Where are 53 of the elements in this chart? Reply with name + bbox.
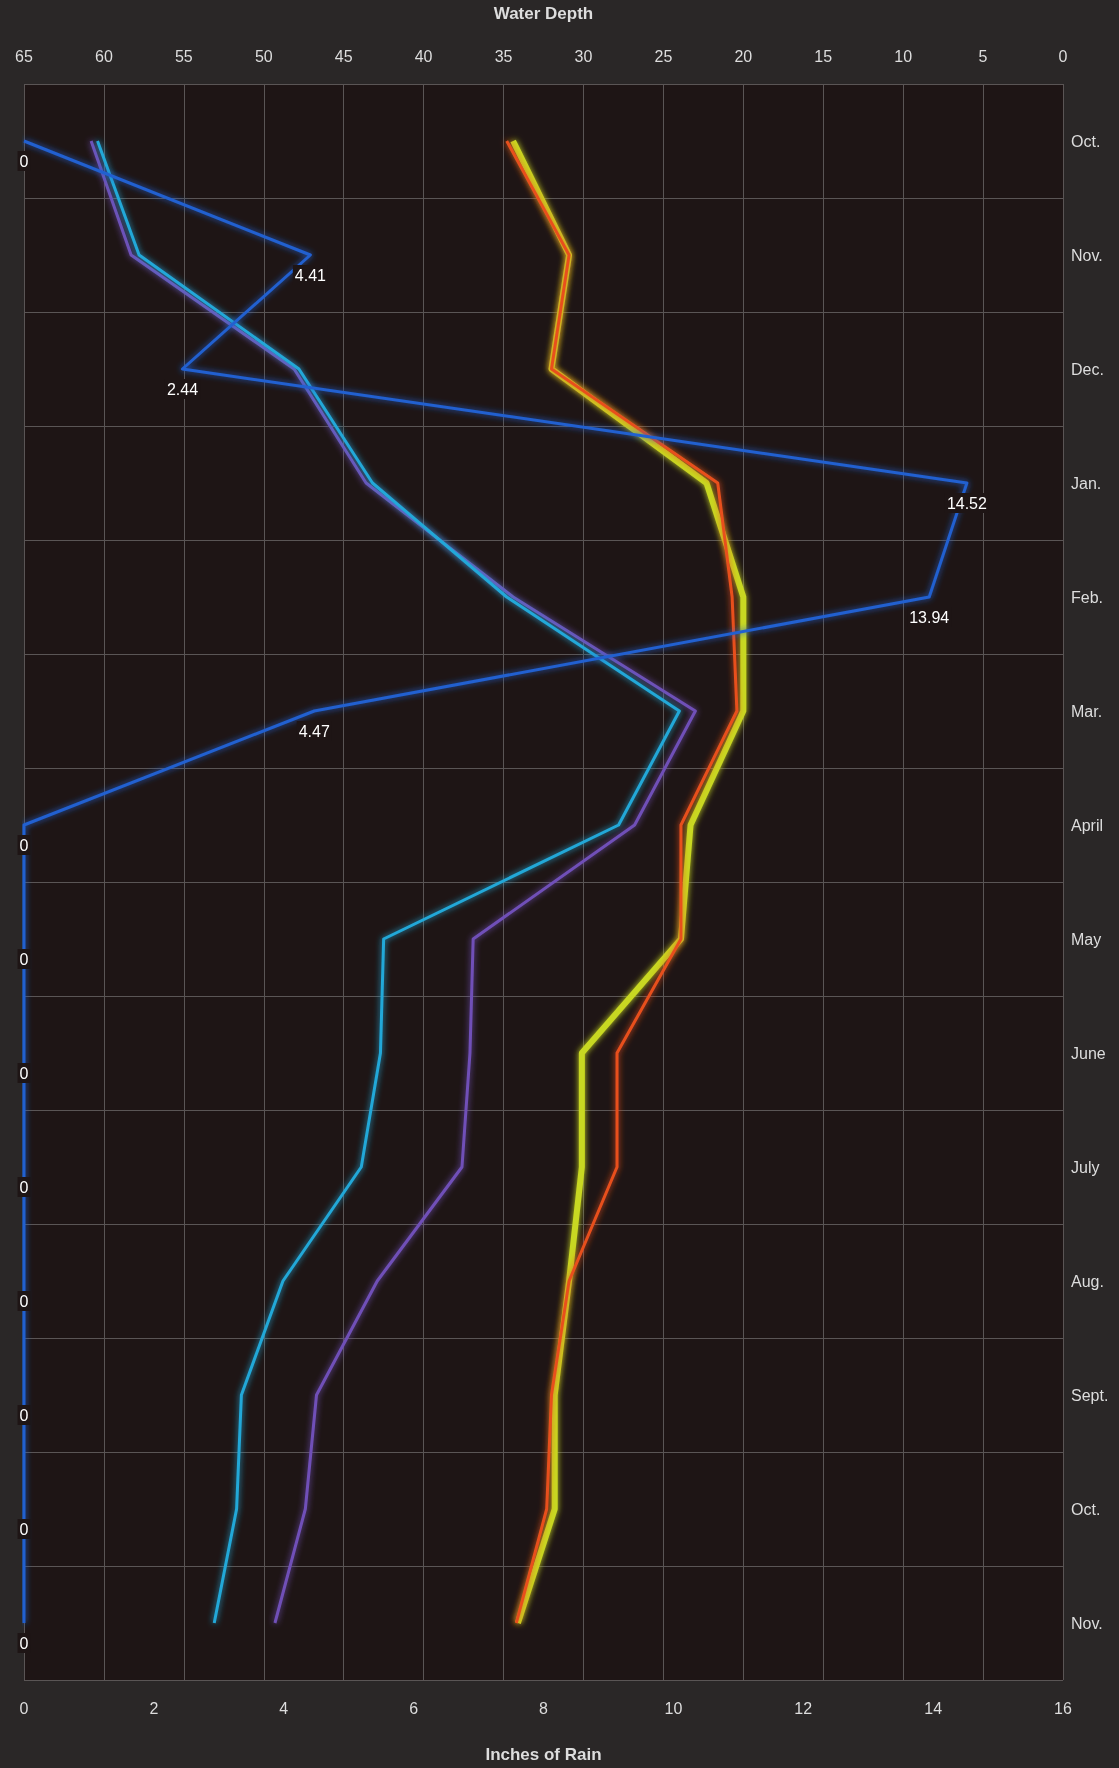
y-tick-label: April [1071, 816, 1104, 834]
data-label: 0 [19, 950, 29, 968]
x2-axis-title: Water Depth [493, 4, 594, 23]
x-axis-title: Inches of Rain [485, 1745, 602, 1764]
x2-tick-label: 5 [978, 47, 988, 65]
y-tick-label: Jan. [1071, 474, 1102, 492]
x2-tick-label: 45 [334, 47, 353, 65]
y-tick-label: June [1071, 1044, 1106, 1062]
x2-tick-label: 0 [1058, 47, 1068, 65]
x2-tick-label: 60 [95, 47, 113, 65]
x2-tick-label: 50 [254, 47, 273, 65]
data-label: 0 [19, 152, 29, 170]
x2-tick-label: 35 [494, 47, 513, 65]
x2-tick-label: 40 [414, 47, 433, 65]
data-label: 4.47 [298, 722, 330, 740]
data-label: 13.94 [909, 608, 950, 626]
x2-tick-label: 15 [814, 47, 833, 65]
y-tick-label: Oct. [1071, 1500, 1101, 1518]
data-label: 0 [19, 1064, 29, 1082]
data-label: 0 [19, 1634, 29, 1652]
data-label: 0 [19, 1406, 29, 1424]
x-tick-label: 0 [19, 1699, 29, 1717]
y-tick-label: July [1071, 1158, 1100, 1176]
x-tick-label: 8 [539, 1699, 549, 1717]
x2-tick-label: 10 [894, 47, 913, 65]
data-label: 0 [19, 1292, 29, 1310]
data-label: 4.41 [294, 266, 327, 284]
y-tick-label: Oct. [1071, 132, 1101, 150]
x2-tick-label: 30 [574, 47, 593, 65]
y-tick-label: Nov. [1071, 1614, 1103, 1632]
y-tick-label: Aug. [1071, 1272, 1104, 1290]
data-label: 0 [19, 836, 29, 854]
y-tick-label: May [1071, 930, 1102, 948]
y-tick-label: Sept. [1071, 1386, 1109, 1404]
x-tick-label: 14 [924, 1699, 943, 1717]
x2-tick-label: 20 [734, 47, 753, 65]
x2-tick-label: 25 [654, 47, 673, 65]
x-tick-label: 16 [1054, 1699, 1072, 1717]
x-tick-label: 4 [279, 1699, 289, 1717]
data-label: 14.52 [946, 494, 988, 512]
y-tick-label: Dec. [1071, 360, 1104, 378]
x2-tick-label: 65 [15, 47, 33, 65]
data-label: 2.44 [166, 380, 199, 398]
y-tick-label: Mar. [1071, 702, 1103, 720]
x-tick-label: 6 [409, 1699, 419, 1717]
x-tick-label: 10 [664, 1699, 683, 1717]
x-tick-label: 12 [794, 1699, 813, 1717]
y-tick-label: Nov. [1071, 246, 1103, 264]
x2-tick-label: 55 [174, 47, 193, 65]
x-tick-label: 2 [149, 1699, 159, 1717]
data-label: 0 [19, 1178, 29, 1196]
y-tick-label: Feb. [1071, 588, 1104, 606]
data-label: 0 [19, 1520, 29, 1538]
